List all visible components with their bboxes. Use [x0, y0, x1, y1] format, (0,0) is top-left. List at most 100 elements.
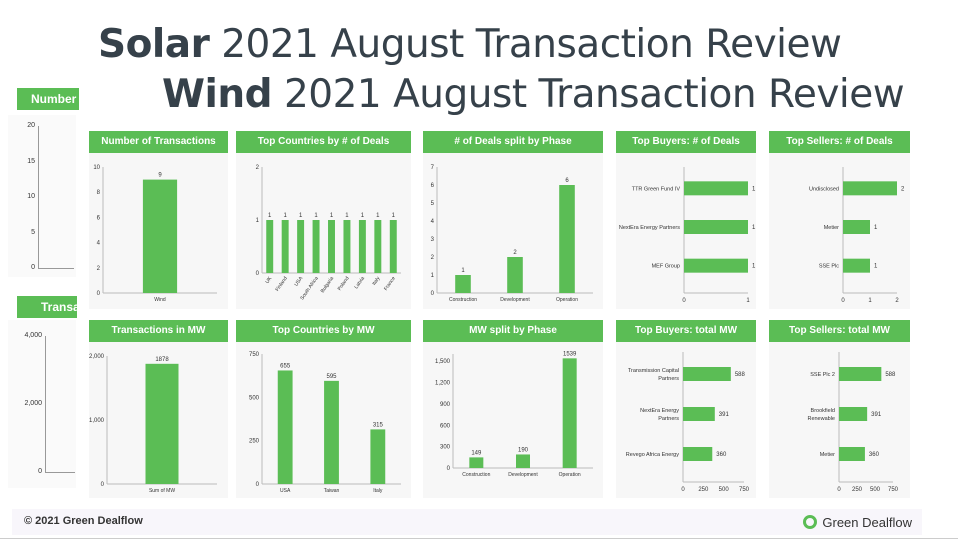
num-transactions-ytick-label: 4: [97, 241, 101, 247]
top-sellers-deals-category-label-line: SSE Plc: [819, 264, 839, 270]
top-countries-mw-bar: [277, 370, 293, 484]
top-buyers-mw-category-label-line: Transmission Capital: [628, 368, 679, 374]
top-buyers-mw-category-label-line: Partners: [658, 416, 679, 422]
mw-phase-ytick-label: 1,500: [435, 359, 451, 365]
top-sellers-deals-category-label-line: Undisclosed: [809, 186, 839, 192]
top-countries-mw-data-label: 315: [373, 422, 384, 428]
top-countries-deals-category-label: Bulgaria: [320, 276, 336, 295]
top-countries-mw-chart: 0 250 500 750 655 USA 595 Taiwan 315 Italy: [249, 352, 401, 494]
top-buyers-mw-xtick-label: 750: [739, 487, 750, 493]
top-countries-deals-data-label: 1: [392, 213, 396, 219]
top-countries-deals-data-label: 1: [283, 213, 287, 219]
mw-phase-data-label: 190: [518, 447, 529, 453]
num-transactions-ytick-label: 6: [97, 215, 101, 221]
top-sellers-mw-category-label: Metier: [820, 452, 835, 458]
mw-phase-category-label: Development: [508, 472, 538, 478]
top-sellers-mw-title: Top Sellers: total MW: [769, 320, 910, 342]
top-countries-mw-category-label: USA: [280, 488, 291, 494]
num-transactions-ytick-label: 2: [97, 266, 101, 272]
panel-transactions-mw: Transactions in MW 0 1,000 2,000 1878 Sum of…: [89, 320, 228, 498]
top-countries-deals-category-label: Italy: [371, 275, 381, 286]
num-transactions-ytick-label: 10: [93, 165, 100, 171]
top-countries-deals-data-label: 1: [268, 213, 272, 219]
top-countries-mw-category-label: Taiwan: [324, 488, 340, 494]
top-countries-deals-category-label: UK: [264, 275, 273, 285]
bottom-divider: [0, 538, 958, 539]
top-buyers-deals-category-label-line: NextEra Energy Partners: [619, 225, 680, 231]
top-buyers-mw-data-label: 360: [716, 452, 727, 458]
solar-title-rest: 2021 August Transaction Review: [209, 22, 842, 67]
top-sellers-mw-xtick-label: 250: [852, 487, 863, 493]
top-countries-mw-title: Top Countries by MW: [236, 320, 411, 342]
top-buyers-deals-category-label: TTR Green Fund IV: [632, 186, 681, 192]
mw-phase-ytick-label: 0: [447, 466, 451, 472]
top-buyers-deals-bar: [684, 181, 748, 196]
top-sellers-mw-xtick-label: 750: [888, 487, 899, 493]
solar-title-bold: Solar: [98, 22, 210, 67]
logo-text: Green Dealflow: [822, 514, 912, 530]
ghost-number-panel: [8, 115, 76, 277]
mw-phase-title: MW split by Phase: [423, 320, 603, 342]
ghost-transactions-panel: [8, 320, 76, 488]
top-sellers-deals-data-label: 1: [874, 264, 878, 270]
deals-phase-bar: [507, 257, 523, 293]
top-countries-mw-ytick-label: 750: [249, 352, 260, 358]
top-buyers-deals-category-label: NextEra Energy Partners: [619, 225, 680, 231]
top-sellers-mw-data-label: 391: [871, 412, 882, 418]
footer-bar: © 2021 Green Dealflow Green Dealflow: [12, 509, 922, 535]
deals-phase-category-label: Construction: [449, 297, 477, 303]
transactions-mw-chart: 0 1,000 2,000 1878 Sum of MW: [89, 354, 217, 494]
top-sellers-mw-category-label-line: SSE Plc 2: [810, 372, 835, 378]
transactions-mw-ytick-label: 0: [101, 482, 105, 488]
green-dealflow-logo: Green Dealflow: [803, 511, 912, 533]
wind-title-bold: Wind: [162, 72, 273, 117]
ghost-transactions-header: Transa: [17, 296, 77, 318]
deals-phase-ytick-label: 6: [431, 183, 435, 189]
top-buyers-mw-chart: 0 250 500 750 588 Transmission Capital Partner…: [626, 352, 750, 493]
top-buyers-mw-xtick-label: 500: [719, 487, 730, 493]
top-countries-deals-category-label: France: [383, 276, 397, 292]
top-sellers-mw-category-label: Brookfield Renewable: [807, 408, 835, 422]
top-countries-mw-data-label: 655: [280, 363, 291, 369]
ghost-top-axis: [38, 126, 39, 268]
mw-phase-bar: [469, 457, 484, 468]
top-buyers-deals-bar: [684, 220, 748, 234]
top-countries-deals-data-label: 1: [299, 213, 303, 219]
ghost-top-tick-label: 20: [27, 122, 35, 129]
top-countries-mw-ytick-label: 0: [256, 482, 260, 488]
top-sellers-mw-bar: [839, 447, 865, 461]
top-sellers-deals-bar: [843, 258, 870, 273]
top-buyers-deals-data-label: 1: [752, 225, 756, 231]
top-countries-deals-data-label: 1: [345, 213, 349, 219]
transactions-mw-title: Transactions in MW: [89, 320, 228, 342]
top-countries-deals-bar: [343, 220, 351, 273]
top-sellers-mw-data-label: 588: [885, 372, 896, 378]
top-buyers-deals-category-label-line: TTR Green Fund IV: [632, 186, 681, 192]
deals-phase-data-label: 1: [461, 268, 465, 274]
top-sellers-deals-category-label-line: Metier: [824, 225, 839, 231]
deals-phase-ytick-label: 2: [431, 255, 435, 261]
deals-phase-chart: 0 1 2 3 4 5 6 7 1 Construction 2 Development 6 Operat…: [431, 165, 593, 303]
top-countries-deals-category-label: Poland: [337, 276, 351, 292]
top-countries-deals-category-label: USA: [293, 275, 304, 287]
ghost-top-tick-label: 15: [27, 157, 35, 165]
mw-phase-bar: [562, 358, 577, 468]
top-buyers-mw-data-label: 588: [735, 372, 746, 378]
top-sellers-deals-category-label: Undisclosed: [809, 186, 839, 192]
deals-phase-data-label: 2: [513, 250, 517, 256]
top-buyers-deals-data-label: 1: [752, 186, 756, 192]
deals-phase-category-label: Operation: [556, 297, 578, 303]
mw-phase-ytick-label: 600: [440, 423, 451, 429]
top-sellers-deals-data-label: 1: [874, 225, 878, 231]
top-sellers-deals-category-label: Metier: [824, 225, 839, 231]
deals-phase-ytick-label: 3: [431, 237, 435, 243]
top-sellers-deals-bar: [843, 181, 897, 196]
top-sellers-mw-chart: 0 250 500 750 588 SSE Plc 2 391 Brookfield Renew…: [807, 352, 899, 493]
deals-phase-title: # of Deals split by Phase: [423, 131, 603, 153]
top-sellers-mw-category-label: SSE Plc 2: [810, 372, 835, 378]
top-buyers-deals-data-label: 1: [752, 264, 756, 270]
deals-phase-ytick-label: 1: [431, 273, 435, 279]
mw-phase-data-label: 149: [471, 450, 482, 456]
deals-phase-data-label: 6: [565, 178, 569, 184]
top-countries-mw-category-label: Italy: [373, 488, 383, 494]
